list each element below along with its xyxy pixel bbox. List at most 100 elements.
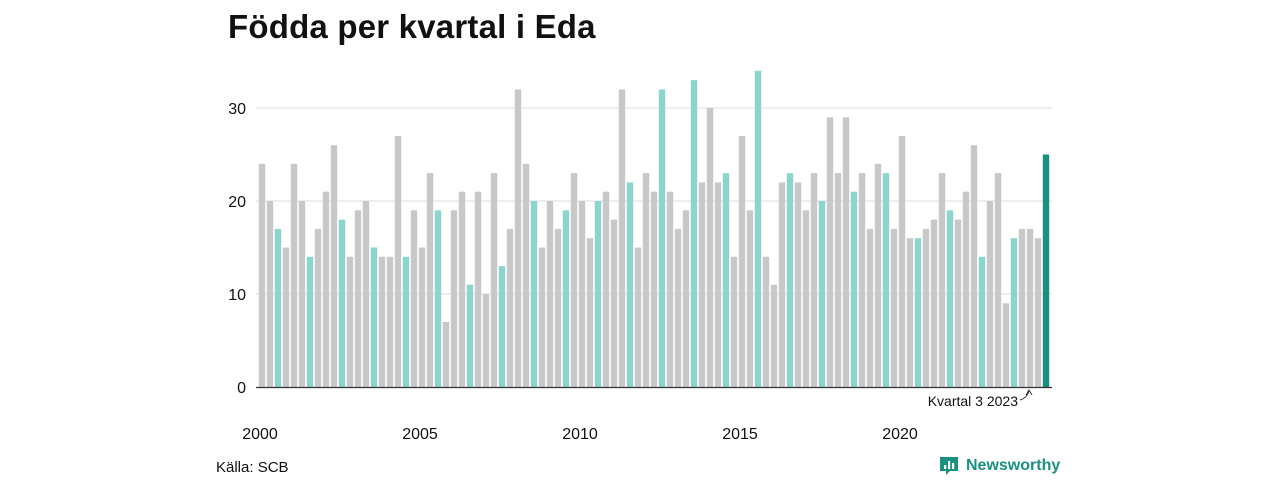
y-tick-label: 30 <box>228 101 246 118</box>
bar <box>850 191 858 387</box>
bar <box>778 182 786 387</box>
source-credit: Källa: SCB <box>216 459 289 476</box>
bar <box>706 108 714 387</box>
y-axis-ticks: 0 10 20 30 <box>228 101 246 397</box>
bar <box>474 191 482 387</box>
bar <box>346 256 354 387</box>
bar <box>986 201 994 387</box>
bar <box>762 256 770 387</box>
x-tick-label: 2010 <box>562 426 598 443</box>
bar <box>770 284 778 387</box>
annotation-label: Kvartal 3 2023 <box>928 393 1018 409</box>
bars <box>258 70 1050 388</box>
bar <box>834 173 842 387</box>
bar <box>266 201 274 387</box>
bar <box>1034 238 1042 387</box>
annotation: Kvartal 3 2023 <box>928 389 1033 409</box>
bar <box>754 70 762 388</box>
bar <box>946 210 954 387</box>
bar <box>1010 238 1018 387</box>
bar <box>458 191 466 387</box>
bar <box>674 228 682 387</box>
bar <box>370 247 378 387</box>
bar <box>1026 228 1034 387</box>
bar <box>794 182 802 387</box>
bar <box>634 247 642 387</box>
bar <box>530 201 538 387</box>
bar <box>522 163 530 387</box>
x-tick-label: 2015 <box>722 426 758 443</box>
bar <box>978 256 986 387</box>
bar <box>610 219 618 387</box>
bar <box>802 210 810 387</box>
bar <box>914 238 922 387</box>
bar <box>1002 303 1010 387</box>
bar <box>602 191 610 387</box>
bar <box>786 173 794 387</box>
bar <box>354 210 362 387</box>
bar <box>338 219 346 387</box>
bar <box>730 256 738 387</box>
bar <box>922 228 930 387</box>
bar <box>714 182 722 387</box>
bar <box>562 210 570 387</box>
bar <box>970 145 978 387</box>
bar <box>866 228 874 387</box>
bar <box>290 163 298 387</box>
bar <box>810 173 818 387</box>
bar <box>698 182 706 387</box>
bar <box>578 201 586 387</box>
bar <box>570 173 578 387</box>
bar <box>274 228 282 387</box>
bar <box>618 89 626 388</box>
bar <box>962 191 970 387</box>
bar <box>954 219 962 387</box>
bar <box>466 284 474 387</box>
bar <box>282 247 290 387</box>
bar <box>362 201 370 387</box>
bar <box>546 201 554 387</box>
bar <box>490 173 498 387</box>
bar <box>666 191 674 387</box>
y-tick-label: 20 <box>228 194 246 211</box>
bar <box>306 256 314 387</box>
bar <box>434 210 442 387</box>
bar <box>874 163 882 387</box>
bar <box>418 247 426 387</box>
bar <box>930 219 938 387</box>
bar <box>882 173 890 387</box>
bar <box>538 247 546 387</box>
chart-title: Födda per kvartal i Eda <box>228 8 596 45</box>
bar <box>682 210 690 387</box>
x-tick-label: 2000 <box>242 426 278 443</box>
bar <box>506 228 514 387</box>
bar <box>514 89 522 388</box>
bar <box>746 210 754 387</box>
bar <box>482 294 490 387</box>
bar <box>442 321 450 387</box>
bar <box>938 173 946 387</box>
x-tick-label: 2005 <box>402 426 438 443</box>
bar <box>858 173 866 387</box>
annotation-arrow <box>1019 390 1030 401</box>
bar <box>258 163 266 387</box>
bar <box>450 210 458 387</box>
bar <box>690 80 698 387</box>
bar <box>906 238 914 387</box>
bar <box>994 173 1002 387</box>
bar <box>626 182 634 387</box>
bar <box>818 201 826 387</box>
bar <box>586 238 594 387</box>
annotation-arrowhead <box>1025 389 1033 396</box>
bar-chart-logo-icon <box>940 457 958 475</box>
bar <box>322 191 330 387</box>
bar <box>898 135 906 387</box>
bar <box>330 145 338 387</box>
bar <box>426 173 434 387</box>
brand-logo: Newsworthy <box>938 456 1060 476</box>
bar <box>298 201 306 387</box>
bar <box>1042 154 1050 387</box>
brand-name: Newsworthy <box>966 457 1061 474</box>
bar <box>378 256 386 387</box>
bar <box>386 256 394 387</box>
